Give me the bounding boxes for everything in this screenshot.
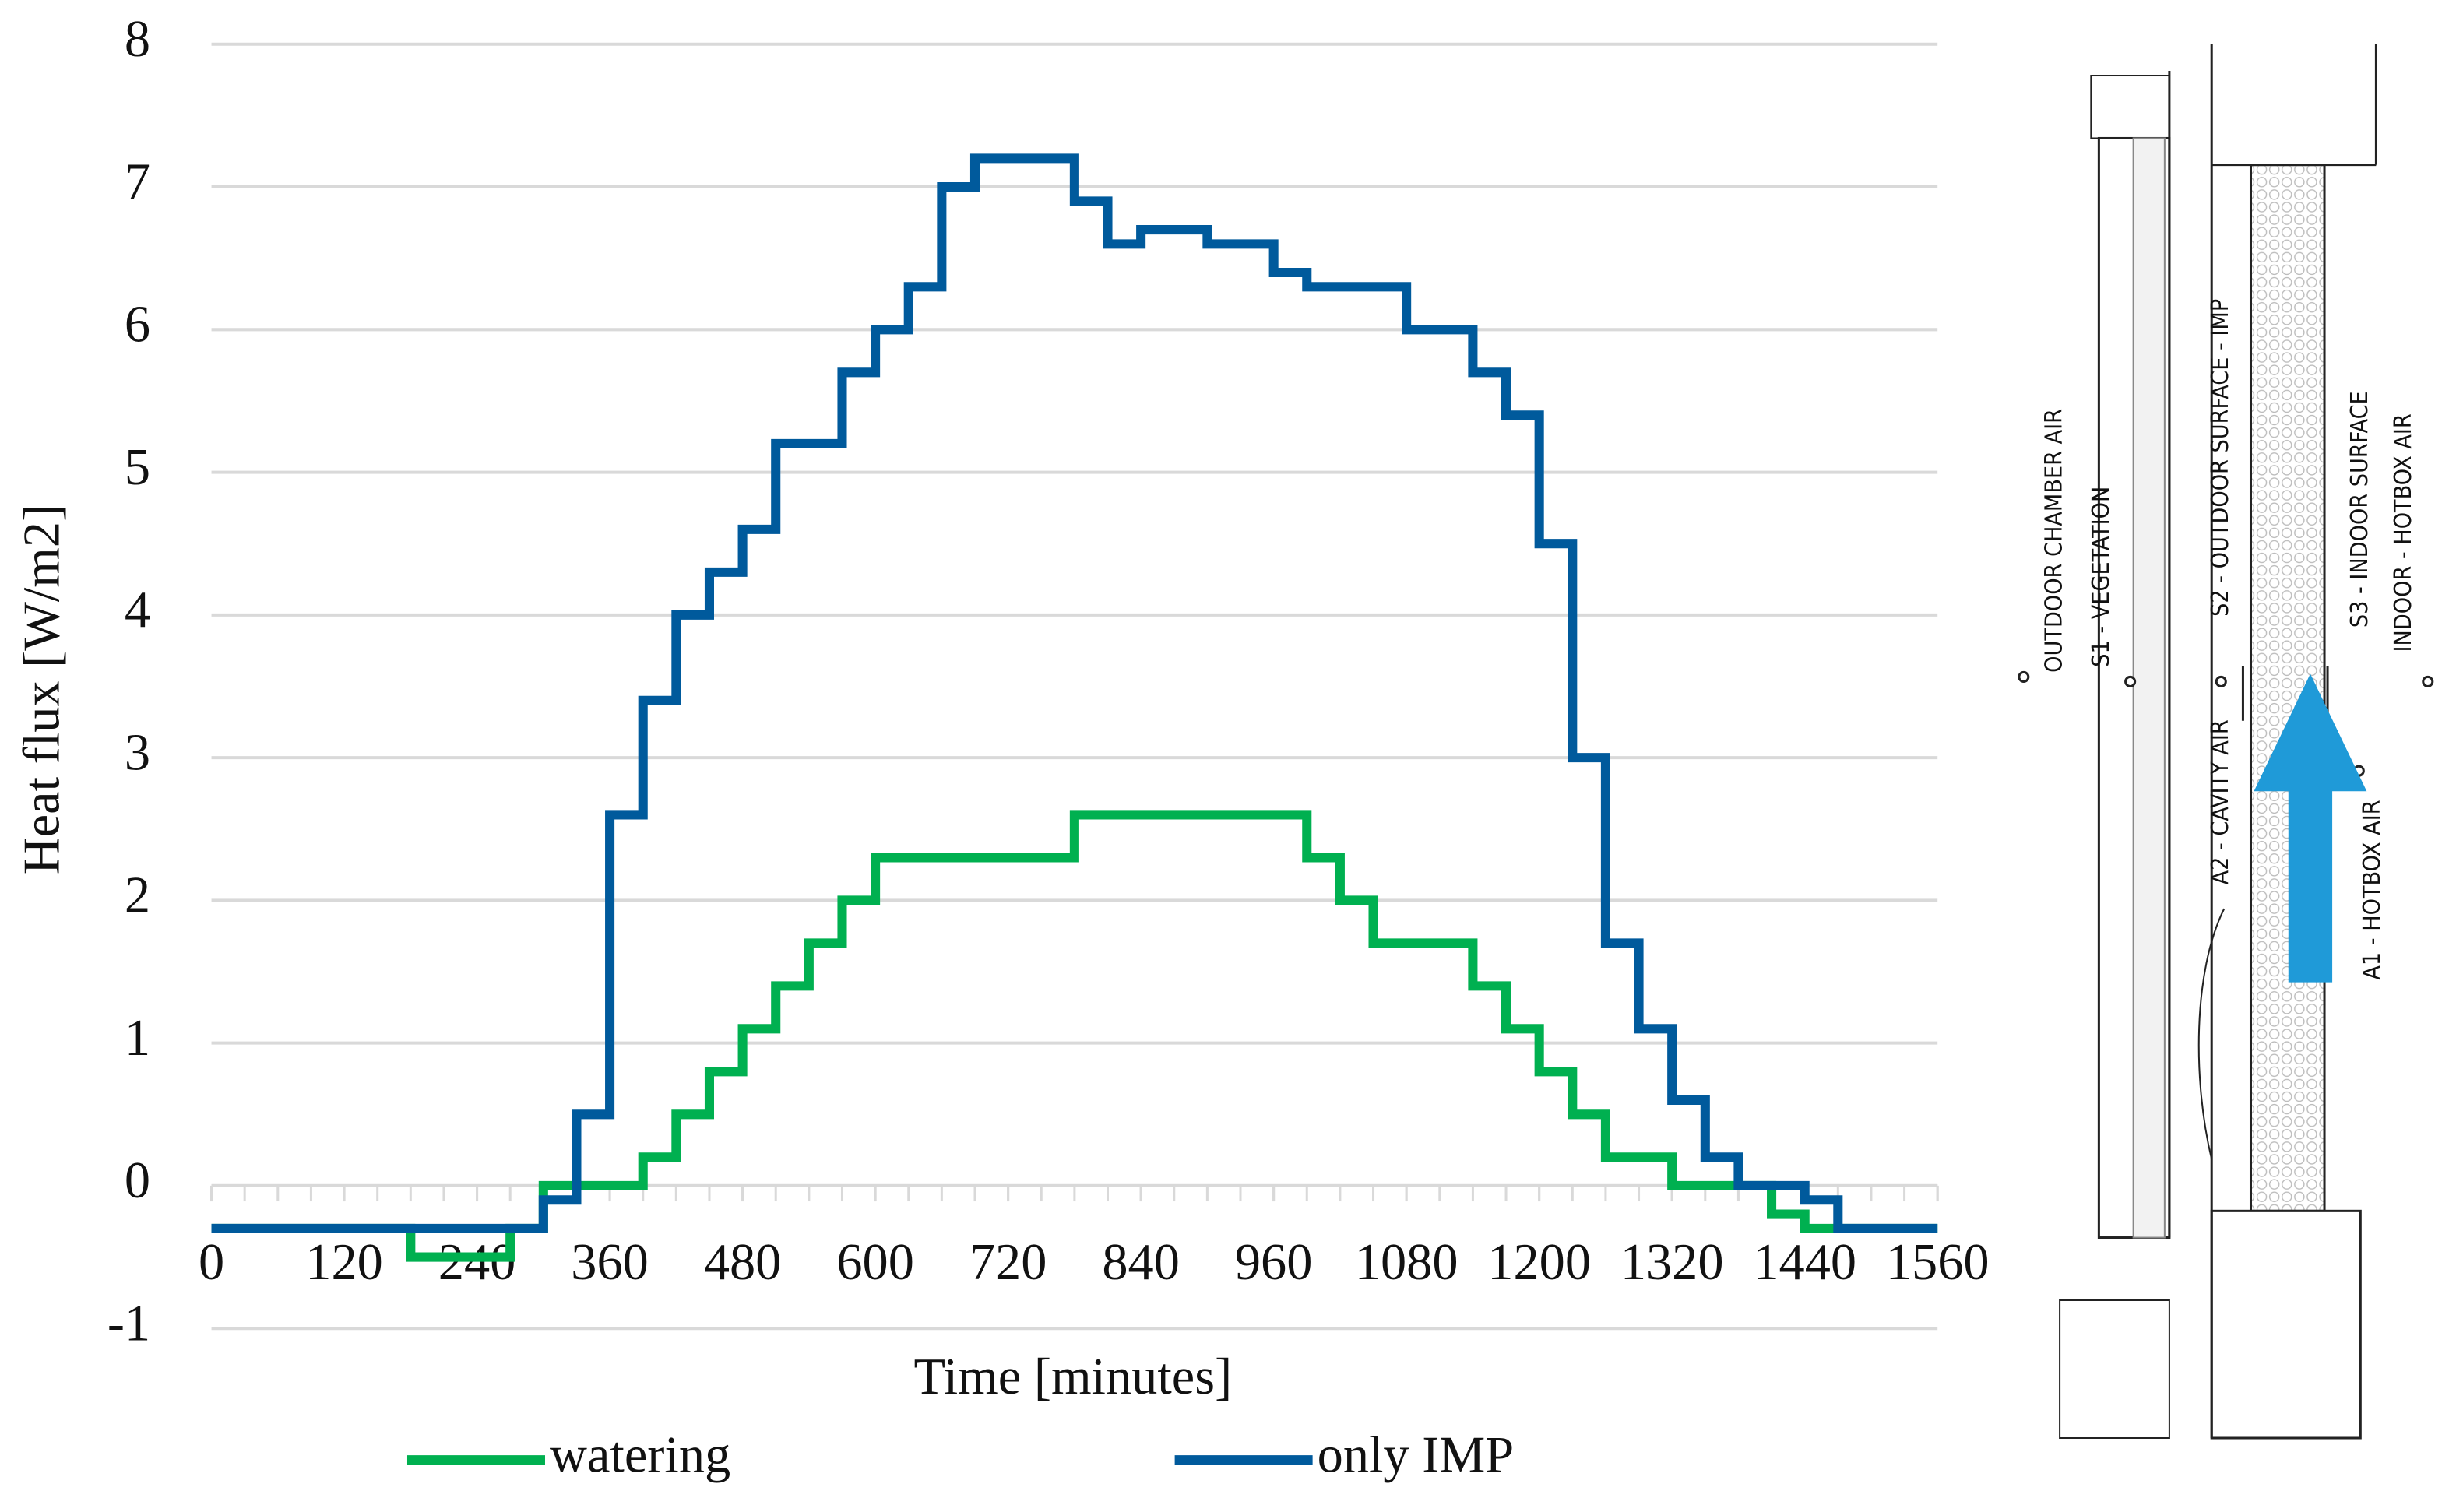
x-tick-label: 1560 <box>1886 1234 1990 1291</box>
y-tick-label: 3 <box>125 724 150 781</box>
x-tick-label: 240 <box>438 1234 516 1291</box>
x-axis-label: Time [minutes] <box>914 1348 1233 1405</box>
plot: -1 0 1 2 3 4 5 6 7 8 0 120 240 360 480 600 720 840 960 1080… <box>107 11 1990 1483</box>
y-tick-label: 4 <box>125 582 150 638</box>
y-tick-label: 8 <box>125 11 150 68</box>
x-tick-label: 480 <box>704 1234 782 1291</box>
y-tick-label: 5 <box>125 439 150 496</box>
y-tick-label: 7 <box>125 153 150 210</box>
x-tick-label: 720 <box>969 1234 1047 1291</box>
diagram-labels: OUTDOOR CHAMBER AIR S1 - VEGETATION A2 - C… <box>2041 299 2418 980</box>
y-tick-label: 2 <box>125 867 150 924</box>
y-axis-label: Heat flux [W/m2] <box>14 505 71 874</box>
diagram-label: S2 - OUTDOOR SURFACE - IMP <box>2207 299 2234 617</box>
y-tick-label: -1 <box>107 1295 150 1352</box>
diagram-label: INDOOR - HOTBOX AIR <box>2390 413 2417 652</box>
diagram-label: S1 - VEGETATION <box>2088 487 2115 667</box>
series-line <box>211 153 1938 1233</box>
y-tick-label: 0 <box>125 1152 150 1209</box>
diagram-label: S3 - INDOOR SURFACE <box>2346 391 2373 628</box>
x-tick-label: 1080 <box>1355 1234 1458 1291</box>
x-tick-label: 960 <box>1235 1234 1313 1291</box>
y-tick-label: 6 <box>125 297 150 353</box>
x-tick-label: 1200 <box>1487 1234 1591 1291</box>
x-tick-label: 1440 <box>1753 1234 1856 1291</box>
x-tick-label: 360 <box>571 1234 649 1291</box>
diagram-label: A2 - CAVITY AIR <box>2207 719 2234 884</box>
legend-label: watering <box>550 1426 730 1483</box>
y-tick-label: 1 <box>125 1010 150 1067</box>
x-tick-label: 0 <box>199 1234 224 1291</box>
x-tick-label: 1320 <box>1620 1234 1724 1291</box>
diagram <box>2018 44 2434 1440</box>
legend-label: only IMP <box>1318 1426 1515 1483</box>
diagram-label: A1 - HOTBOX AIR <box>2359 800 2386 979</box>
x-tick-label: 120 <box>305 1234 383 1291</box>
x-tick-label: 840 <box>1102 1234 1180 1291</box>
x-tick-label: 600 <box>836 1234 914 1291</box>
diagram-label: OUTDOOR CHAMBER AIR <box>2041 409 2068 673</box>
